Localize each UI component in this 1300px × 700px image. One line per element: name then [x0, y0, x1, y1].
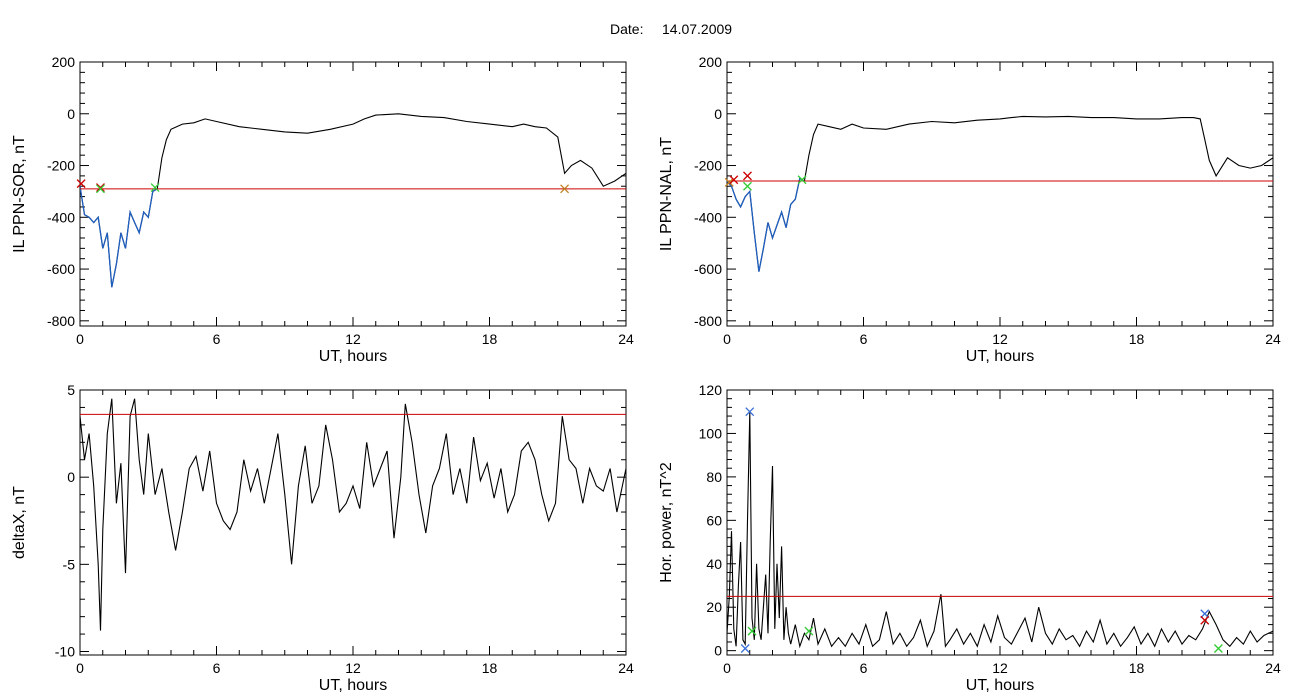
y-tick-label: 0: [714, 106, 722, 122]
y-tick-label: -400: [47, 209, 75, 225]
y-tick-label: -400: [694, 209, 722, 225]
y-tick-label: 40: [706, 556, 722, 572]
y-tick-label: 100: [699, 425, 723, 441]
x-tick-label: 12: [345, 660, 361, 676]
y-axis-label: deltaX, nT: [11, 486, 28, 559]
x-tick-label: 6: [213, 660, 221, 676]
x-tick-label: 0: [723, 331, 731, 347]
marker-x: [76, 179, 86, 189]
y-tick-label: -200: [47, 158, 75, 174]
series-line: [727, 115, 1273, 272]
marker-x: [747, 626, 757, 636]
plot-frame: [79, 61, 627, 327]
y-tick-label: 200: [699, 54, 723, 70]
y-tick-label: -600: [694, 261, 722, 277]
x-tick-label: 12: [345, 331, 361, 347]
panel-sor: 0 6 12 18 24 200 0 -200 -400 -600 -800 UT, hours IL …: [11, 54, 634, 365]
y-tick-label: 0: [67, 106, 75, 122]
y-tick-label: 80: [706, 469, 722, 485]
x-tick-label: 6: [213, 331, 221, 347]
marker-x: [740, 644, 750, 653]
marker-x: [804, 626, 814, 636]
y-tick-label: 120: [699, 382, 723, 398]
plot-frame: [726, 389, 1274, 656]
marker-x: [743, 181, 752, 191]
x-tick-label: 12: [992, 660, 1008, 676]
marker-x: [150, 183, 160, 192]
series-line: [80, 113, 626, 288]
x-axis-label: UT, hours: [319, 348, 387, 365]
plot-frame: [726, 61, 1274, 327]
x-tick-label: 24: [1265, 660, 1281, 676]
y-axis-label: Hor. power, nT^2: [658, 462, 675, 583]
x-axis-label: UT, hours: [966, 348, 1034, 365]
y-tick-label: 20: [706, 599, 722, 615]
marker-x: [743, 171, 752, 181]
plot-frame: [79, 389, 627, 656]
marker-x: [96, 184, 105, 194]
x-axis-label: UT, hours: [966, 677, 1034, 694]
panel-nal: 0 6 12 18 24 200 0 -200 -400 -600 -800 UT, hours IL …: [658, 54, 1281, 365]
marker-x: [745, 407, 755, 417]
y-tick-label: -200: [694, 158, 722, 174]
x-axis-label: UT, hours: [319, 677, 387, 694]
highlight-segment: [80, 186, 158, 288]
y-tick-label: -5: [63, 556, 76, 572]
x-tick-label: 24: [1265, 331, 1281, 347]
highlight-segment: [727, 177, 805, 272]
y-tick-label: 0: [714, 643, 722, 659]
x-tick-label: 24: [618, 660, 634, 676]
marker-x: [729, 175, 739, 185]
x-tick-label: 18: [482, 660, 498, 676]
x-tick-label: 0: [723, 660, 731, 676]
x-tick-label: 12: [992, 331, 1008, 347]
date-label: Date:: [610, 21, 643, 37]
y-axis-label: IL PPN-SOR, nT: [11, 135, 28, 253]
y-tick-label: 5: [67, 382, 75, 398]
series-line: [727, 411, 1273, 649]
x-tick-label: 6: [860, 660, 868, 676]
series-line: [80, 398, 626, 631]
y-tick-label: -10: [55, 644, 75, 660]
x-tick-label: 0: [76, 660, 84, 676]
y-axis-label: IL PPN-NAL, nT: [658, 137, 675, 251]
x-tick-label: 0: [76, 331, 84, 347]
y-tick-label: 60: [706, 512, 722, 528]
panel-deltax: 0 6 12 18 24 5 0 -5 -10 UT, hours deltaX, nT: [11, 382, 634, 694]
x-tick-label: 18: [482, 331, 498, 347]
marker-x: [1200, 609, 1210, 619]
y-tick-label: -600: [47, 261, 75, 277]
marker-x: [560, 184, 570, 194]
x-tick-label: 6: [860, 331, 868, 347]
panel-power: 0 6 12 18 24 120 100 80 60 40 20 0 UT, hours Hor. pow…: [658, 382, 1281, 694]
marker-x: [1200, 615, 1210, 625]
y-tick-label: -800: [47, 313, 75, 329]
x-tick-label: 24: [618, 331, 634, 347]
marker-x: [96, 183, 105, 192]
y-tick-label: -800: [694, 313, 722, 329]
marker-x: [1213, 644, 1223, 653]
y-tick-label: 200: [52, 54, 76, 70]
marker-x: [724, 177, 734, 187]
marker-x: [797, 175, 807, 185]
date-value: 14.07.2009: [662, 21, 732, 37]
x-tick-label: 18: [1129, 331, 1145, 347]
y-tick-label: 0: [67, 469, 75, 485]
x-tick-label: 18: [1129, 660, 1145, 676]
